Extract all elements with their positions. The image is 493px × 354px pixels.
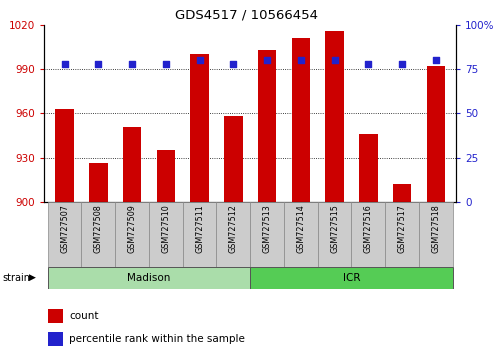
FancyBboxPatch shape — [48, 202, 81, 267]
Bar — [393, 184, 411, 202]
FancyBboxPatch shape — [183, 202, 216, 267]
Text: GSM727508: GSM727508 — [94, 204, 103, 253]
Point — [398, 61, 406, 67]
Text: GSM727516: GSM727516 — [364, 204, 373, 253]
Bar — [291, 38, 310, 202]
FancyBboxPatch shape — [250, 267, 453, 289]
Bar — [48, 332, 63, 346]
Bar — [426, 66, 445, 202]
Text: ICR: ICR — [343, 273, 360, 283]
Text: GSM727514: GSM727514 — [296, 204, 305, 253]
Text: GSM727511: GSM727511 — [195, 204, 204, 253]
Point — [297, 57, 305, 63]
FancyBboxPatch shape — [317, 202, 352, 267]
Bar — [48, 309, 63, 323]
Point — [263, 57, 271, 63]
FancyBboxPatch shape — [48, 267, 250, 289]
Bar — [190, 54, 209, 202]
Bar — [258, 50, 277, 202]
Text: GSM727510: GSM727510 — [161, 204, 171, 253]
Text: GSM727518: GSM727518 — [431, 204, 440, 253]
FancyBboxPatch shape — [115, 202, 149, 267]
Text: GDS4517 / 10566454: GDS4517 / 10566454 — [175, 9, 318, 22]
Text: percentile rank within the sample: percentile rank within the sample — [69, 334, 245, 344]
Bar — [123, 127, 141, 202]
Text: ▶: ▶ — [29, 273, 35, 282]
Bar — [157, 150, 175, 202]
FancyBboxPatch shape — [250, 202, 284, 267]
Text: count: count — [69, 311, 99, 321]
Text: GSM727512: GSM727512 — [229, 204, 238, 253]
Text: GSM727513: GSM727513 — [263, 204, 272, 253]
FancyBboxPatch shape — [385, 202, 419, 267]
Text: GSM727517: GSM727517 — [397, 204, 407, 253]
Point — [364, 61, 372, 67]
Bar — [89, 164, 107, 202]
FancyBboxPatch shape — [284, 202, 317, 267]
Text: GSM727515: GSM727515 — [330, 204, 339, 253]
Text: GSM727509: GSM727509 — [128, 204, 137, 253]
Bar — [224, 116, 243, 202]
Point — [95, 61, 103, 67]
Point — [229, 61, 237, 67]
FancyBboxPatch shape — [216, 202, 250, 267]
Point — [128, 61, 136, 67]
Text: Madison: Madison — [127, 273, 171, 283]
Point — [162, 61, 170, 67]
Text: strain: strain — [2, 273, 31, 283]
Bar — [359, 134, 378, 202]
Point — [61, 61, 69, 67]
Point — [331, 57, 339, 63]
FancyBboxPatch shape — [352, 202, 385, 267]
Bar — [55, 109, 74, 202]
FancyBboxPatch shape — [81, 202, 115, 267]
Point — [196, 57, 204, 63]
Text: GSM727507: GSM727507 — [60, 204, 69, 253]
Bar — [325, 31, 344, 202]
FancyBboxPatch shape — [149, 202, 183, 267]
FancyBboxPatch shape — [419, 202, 453, 267]
Point — [432, 57, 440, 63]
